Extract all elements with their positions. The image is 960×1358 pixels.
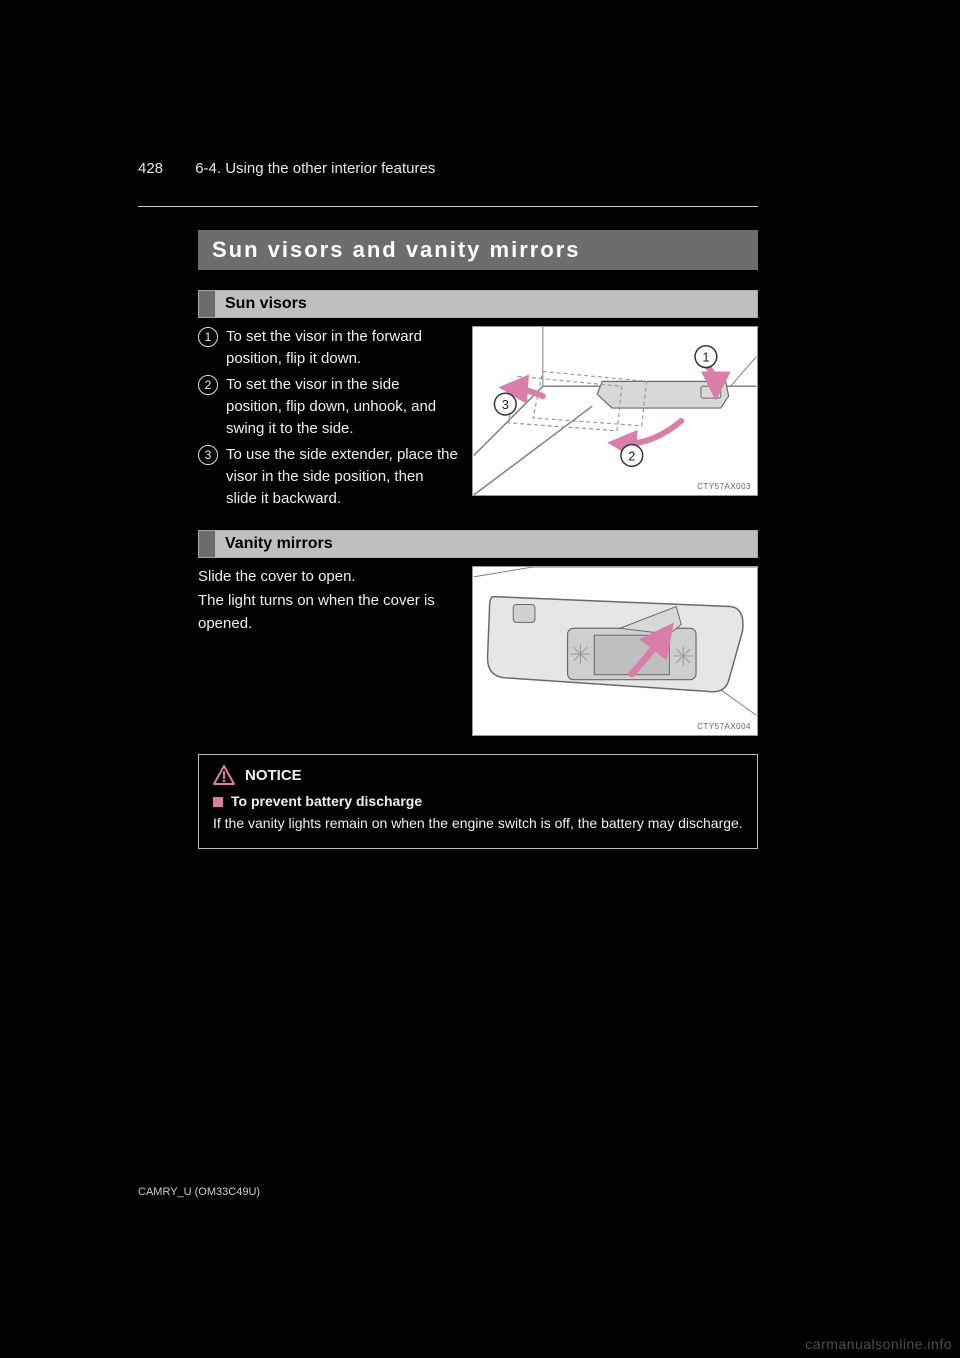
list-item: 3 To use the side extender, place the vi… xyxy=(198,444,458,509)
illustration-ref-code: CTY57AX004 xyxy=(697,722,751,731)
sun-visor-illustration: 1 2 3 CTY57AX003 xyxy=(472,326,758,496)
warning-icon xyxy=(213,765,235,785)
section-label: Sun visors xyxy=(215,291,757,317)
vanity-text-1: Slide the cover to open. xyxy=(198,566,458,589)
watermark-text: carmanualsonline.info xyxy=(805,1336,952,1352)
step-text: To set the visor in the side position, f… xyxy=(226,374,458,439)
section-label: Vanity mirrors xyxy=(215,531,757,557)
notice-subheading: To prevent battery discharge xyxy=(231,793,422,809)
notice-box: NOTICE To prevent battery discharge If t… xyxy=(198,754,758,849)
vanity-mirror-illustration: CTY57AX004 xyxy=(472,566,758,736)
page-number: 428 xyxy=(138,160,163,177)
page-title-bar: Sun visors and vanity mirrors xyxy=(198,230,758,270)
step-number-icon: 2 xyxy=(198,375,218,395)
section-header-sun-visors: Sun visors xyxy=(198,290,758,318)
list-item: 1 To set the visor in the forward positi… xyxy=(198,326,458,370)
manual-page: 428 6-4. Using the other interior featur… xyxy=(0,0,960,1358)
vanity-text-2: The light turns on when the cover is ope… xyxy=(198,590,458,635)
page-title: Sun visors and vanity mirrors xyxy=(212,237,581,263)
page-header-row: 428 6-4. Using the other interior featur… xyxy=(138,160,435,177)
notice-subheading-row: To prevent battery discharge xyxy=(213,793,743,809)
footer-document-code: CAMRY_U (OM33C49U) xyxy=(138,1186,260,1198)
section-tab xyxy=(199,531,215,557)
notice-body: If the vanity lights remain on when the … xyxy=(213,813,743,834)
sun-visor-svg: 1 2 3 xyxy=(473,327,757,495)
step-number-icon: 3 xyxy=(198,445,218,465)
step-text: To use the side extender, place the viso… xyxy=(226,444,458,509)
step-number-icon: 1 xyxy=(198,327,218,347)
notice-header: NOTICE xyxy=(213,765,743,785)
section-path: 6-4. Using the other interior features xyxy=(195,160,435,177)
list-item: 2 To set the visor in the side position,… xyxy=(198,374,458,439)
svg-text:3: 3 xyxy=(502,397,509,412)
illustration-ref-code: CTY57AX003 xyxy=(697,482,751,491)
section-header-vanity-mirrors: Vanity mirrors xyxy=(198,530,758,558)
header-divider xyxy=(138,206,758,207)
svg-text:1: 1 xyxy=(702,350,709,365)
svg-text:2: 2 xyxy=(628,448,635,463)
section-tab xyxy=(199,291,215,317)
step-text: To set the visor in the forward position… xyxy=(226,326,458,370)
vanity-mirror-svg xyxy=(473,567,757,735)
notice-title: NOTICE xyxy=(245,767,302,784)
bullet-square-icon xyxy=(213,797,223,807)
